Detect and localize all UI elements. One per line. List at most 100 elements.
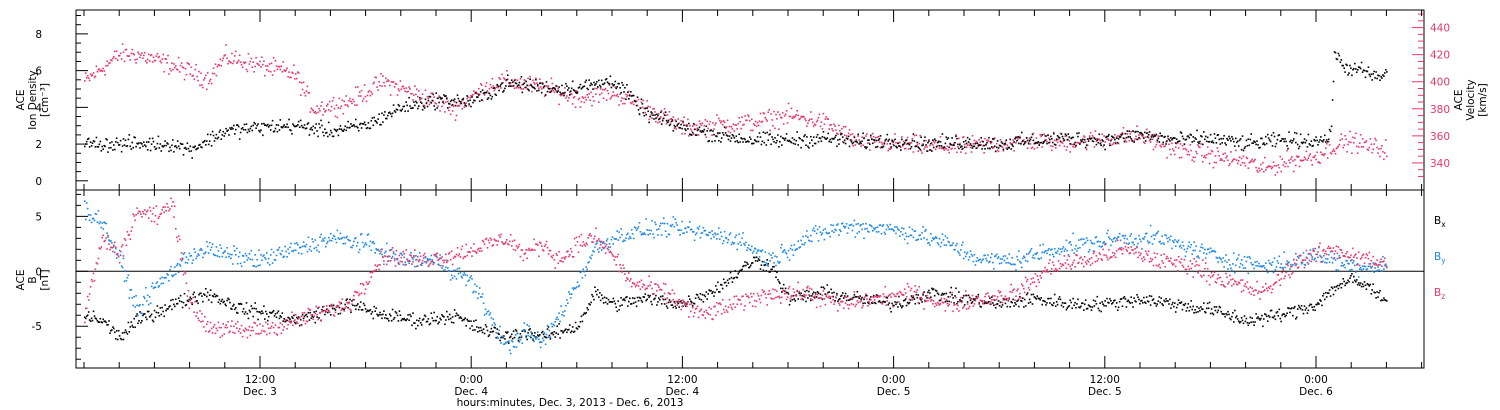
- velocity-series-point: [585, 99, 587, 101]
- density-series-point: [1046, 142, 1048, 145]
- bx-series-point: [261, 310, 263, 312]
- by-series-point: [404, 261, 406, 264]
- bx-series-point: [850, 298, 853, 300]
- by-series-point: [133, 296, 135, 298]
- by-series-point: [123, 280, 126, 283]
- bx-series-point: [1325, 296, 1328, 298]
- velocity-series-point: [236, 62, 238, 64]
- velocity-series-point: [811, 121, 814, 124]
- density-series-point: [1289, 140, 1291, 143]
- velocity-series-point: [759, 112, 762, 115]
- bx-series-point: [1328, 289, 1331, 291]
- by-series-point: [559, 320, 561, 323]
- velocity-series-point: [1145, 128, 1148, 131]
- velocity-series-point: [1372, 148, 1374, 151]
- by-series-point: [333, 235, 336, 238]
- density-series-point: [1225, 144, 1227, 146]
- by-series-point: [564, 310, 566, 312]
- velocity-series-point: [1271, 166, 1274, 169]
- by-series-point: [734, 236, 737, 239]
- bx-series-point: [781, 287, 784, 290]
- velocity-series-point: [905, 143, 908, 146]
- by-series-point: [648, 229, 650, 231]
- density-series-point: [546, 90, 549, 93]
- velocity-series-point: [763, 112, 766, 115]
- by-series-point: [829, 235, 831, 238]
- by-series-point: [614, 238, 617, 240]
- by-series-point: [736, 248, 738, 251]
- velocity-series-point: [771, 119, 773, 121]
- by-series-point: [358, 248, 361, 251]
- velocity-series-point: [768, 108, 770, 111]
- velocity-series-point: [745, 119, 747, 122]
- bx-series-point: [206, 295, 208, 298]
- density-axis-label: [cm⁻³]: [39, 83, 51, 117]
- velocity-series-point: [837, 133, 839, 135]
- by-series-point: [561, 314, 563, 316]
- density-series-point: [478, 94, 480, 96]
- velocity-series-point: [253, 71, 255, 73]
- density-series-point: [870, 134, 872, 137]
- bx-series-point: [998, 304, 1001, 307]
- density-series-point: [382, 121, 384, 123]
- bx-series-point: [567, 329, 569, 331]
- bx-series-point: [961, 300, 963, 302]
- density-series-point: [114, 148, 116, 151]
- bx-series-point: [508, 342, 510, 344]
- by-series-point: [243, 261, 246, 263]
- density-series-point: [1232, 138, 1234, 140]
- bx-series-point: [568, 328, 570, 331]
- density-series-point: [549, 91, 552, 94]
- velocity-series-point: [423, 105, 426, 107]
- velocity-series-point: [962, 136, 964, 139]
- bx-series-point: [409, 313, 411, 316]
- velocity-series-point: [578, 97, 581, 100]
- bx-series-point: [1175, 306, 1178, 309]
- velocity-series-point: [712, 122, 714, 124]
- by-series-point: [578, 284, 581, 287]
- by-series-point: [681, 220, 683, 223]
- by-series-point: [696, 227, 699, 229]
- bx-series-point: [367, 310, 370, 312]
- bx-series-point: [326, 308, 328, 310]
- by-series-point: [826, 232, 829, 235]
- velocity-series-point: [347, 105, 349, 108]
- velocity-series-point: [640, 101, 643, 103]
- bx-series-point: [830, 288, 832, 291]
- by-series-point: [715, 233, 717, 236]
- bx-series-point: [1032, 293, 1035, 296]
- bx-series-point: [1123, 296, 1126, 298]
- bx-series-point: [215, 294, 218, 297]
- velocity-series-point: [1135, 135, 1137, 138]
- by-series-point: [379, 252, 381, 255]
- velocity-series-point: [1168, 143, 1170, 146]
- density-series-point: [307, 122, 310, 124]
- velocity-series-point: [154, 59, 157, 62]
- bx-series-point: [1301, 309, 1304, 311]
- velocity-series-point: [1331, 150, 1334, 153]
- bx-series-point: [579, 321, 582, 323]
- velocity-series-point: [809, 118, 811, 121]
- density-series-point: [552, 87, 555, 89]
- bx-series-point: [1113, 300, 1115, 302]
- density-series-point: [896, 146, 898, 149]
- bx-series-point: [430, 312, 433, 314]
- velocity-series-point: [956, 151, 958, 154]
- density-series-point: [751, 142, 754, 145]
- bx-series-point: [419, 322, 422, 324]
- density-series-point: [613, 84, 616, 86]
- density-series-point: [543, 85, 546, 87]
- bx-series-point: [449, 317, 452, 320]
- bx-series-point: [1018, 305, 1020, 308]
- bx-series-point: [591, 293, 593, 296]
- bx-series-point: [283, 318, 285, 320]
- bx-series-point: [489, 331, 492, 333]
- bx-series-point: [651, 303, 653, 306]
- by-series-point: [476, 285, 478, 288]
- velocity-series-point: [643, 107, 646, 110]
- density-series-point: [851, 142, 854, 145]
- velocity-series-point: [1205, 153, 1208, 156]
- density-series-point: [663, 114, 666, 116]
- velocity-series-point: [559, 94, 561, 96]
- by-series-point: [209, 249, 212, 251]
